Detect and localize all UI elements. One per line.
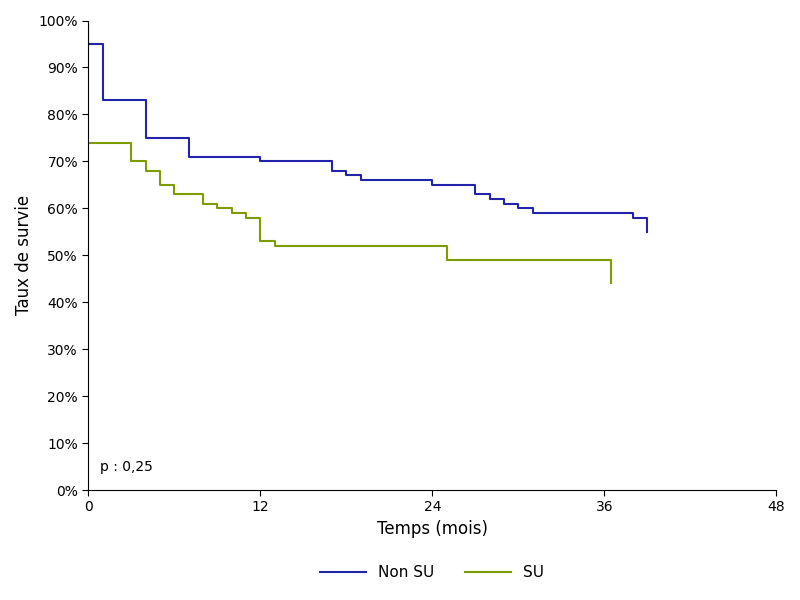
SU [242, 214, 251, 221]
SU [470, 256, 480, 263]
Non SU [284, 158, 294, 165]
Non SU [242, 153, 251, 160]
SU [298, 242, 308, 250]
SU [256, 238, 266, 245]
SU [456, 256, 466, 263]
SU [313, 242, 322, 250]
SU [170, 191, 179, 198]
SU [270, 242, 279, 250]
SU [327, 242, 337, 250]
Non SU [126, 97, 136, 104]
SU [606, 280, 616, 287]
Non SU [198, 153, 208, 160]
Non SU [470, 191, 480, 198]
Non SU [84, 40, 94, 47]
SU [284, 242, 294, 250]
SU [427, 242, 437, 250]
SU [499, 256, 509, 263]
SU [342, 242, 351, 250]
SU [385, 242, 394, 250]
Non SU [213, 153, 222, 160]
Non SU [614, 209, 623, 217]
Legend: Non SU, SU: Non SU, SU [314, 559, 550, 586]
SU [442, 256, 451, 263]
SU [528, 256, 538, 263]
SU [599, 256, 609, 263]
Non SU [313, 158, 322, 165]
SU [198, 200, 208, 207]
Non SU [571, 209, 581, 217]
SU [155, 181, 165, 188]
Non SU [141, 134, 150, 142]
Non SU [557, 209, 566, 217]
SU [112, 139, 122, 146]
Non SU [227, 153, 237, 160]
Non SU [356, 176, 366, 184]
Non SU [370, 176, 380, 184]
SU [399, 242, 409, 250]
SU [557, 256, 566, 263]
Non SU [542, 209, 552, 217]
Text: p : 0,25: p : 0,25 [100, 460, 153, 473]
SU [514, 256, 523, 263]
Non SU [442, 181, 451, 188]
Non SU [599, 209, 609, 217]
Y-axis label: Taux de survie: Taux de survie [15, 195, 33, 316]
Non SU [155, 134, 165, 142]
Non SU [270, 158, 279, 165]
SU [227, 209, 237, 217]
Non SU [528, 209, 538, 217]
Non SU [98, 97, 107, 104]
X-axis label: Temps (mois): Temps (mois) [377, 520, 488, 538]
Non SU [256, 158, 266, 165]
SU [98, 139, 107, 146]
Non SU [499, 200, 509, 207]
Non SU [514, 205, 523, 212]
SU [370, 242, 380, 250]
SU [184, 191, 194, 198]
Non SU [414, 176, 423, 184]
Non SU [327, 167, 337, 175]
SU [571, 256, 581, 263]
SU [213, 205, 222, 212]
Non SU [342, 172, 351, 179]
Non SU [628, 214, 638, 221]
Non SU [84, 17, 94, 24]
SU [414, 242, 423, 250]
Non SU [456, 181, 466, 188]
SU [542, 256, 552, 263]
Non SU [485, 196, 494, 203]
Non SU [385, 176, 394, 184]
Non SU [298, 158, 308, 165]
Non SU [585, 209, 594, 217]
SU [84, 139, 94, 146]
Non SU [399, 176, 409, 184]
Non SU [427, 181, 437, 188]
Non SU [170, 134, 179, 142]
SU [84, 17, 94, 24]
SU [356, 242, 366, 250]
SU [585, 256, 594, 263]
Non SU [184, 153, 194, 160]
Line: SU: SU [89, 20, 611, 283]
Non SU [112, 97, 122, 104]
SU [485, 256, 494, 263]
SU [126, 158, 136, 165]
Non SU [642, 228, 652, 235]
Line: Non SU: Non SU [89, 20, 647, 232]
SU [141, 167, 150, 175]
